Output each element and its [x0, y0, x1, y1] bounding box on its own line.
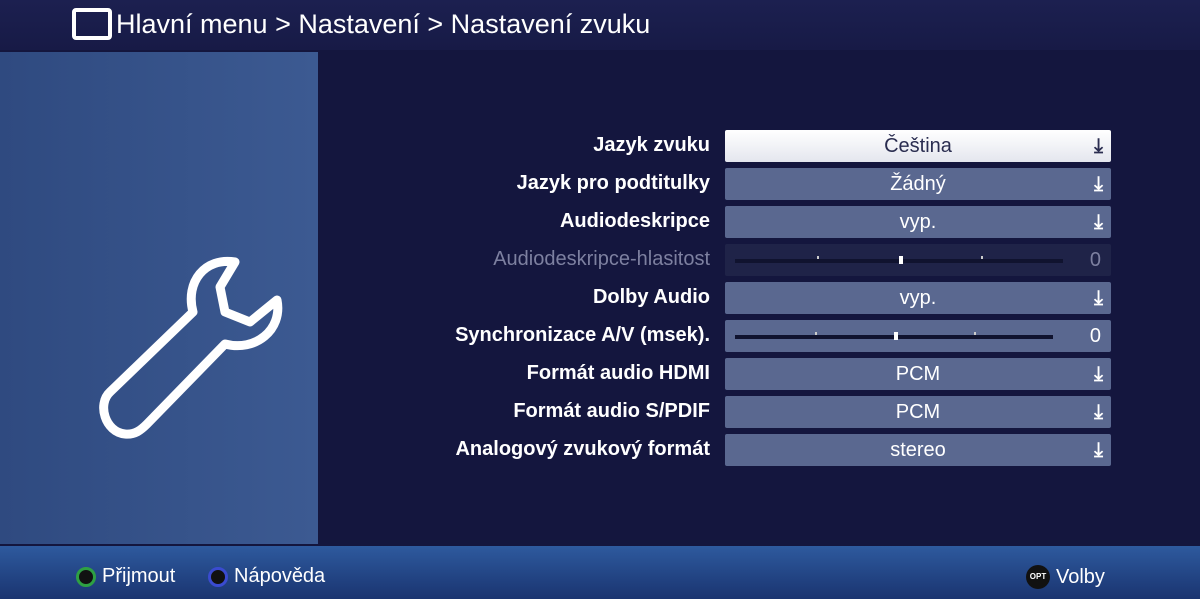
setting-value: stereo	[890, 439, 946, 461]
setting-value: vyp.	[899, 287, 937, 309]
setting-row[interactable]: Jazyk pro podtitulky Žádný ⤓	[318, 168, 1200, 200]
setting-label: Audiodeskripce	[559, 210, 710, 232]
download-arrow-icon: ⤓	[1094, 287, 1103, 309]
footer: Přijmout Nápověda OPT Volby	[0, 546, 1200, 599]
setting-dropdown[interactable]: stereo ⤓	[725, 434, 1111, 466]
tv-icon	[70, 6, 112, 42]
slider-value: 0	[1089, 325, 1101, 347]
setting-row[interactable]: Formát audio HDMI PCM ⤓	[318, 358, 1200, 390]
download-arrow-icon: ⤓	[1094, 135, 1103, 157]
setting-value: Žádný	[890, 173, 946, 195]
slider-tick	[981, 256, 983, 259]
setting-row[interactable]: Audiodeskripce vyp. ⤓	[318, 206, 1200, 238]
slider-tick	[814, 332, 817, 335]
green-button-icon	[76, 566, 96, 587]
slider-tick	[973, 332, 976, 335]
accept-label: Přijmout	[102, 565, 176, 587]
setting-value: vyp.	[899, 211, 937, 233]
accept-button[interactable]: Přijmout	[76, 565, 175, 588]
slider-track	[735, 256, 1063, 264]
setting-label: Audiodeskripce-hlasitost	[493, 248, 710, 270]
blue-button-icon	[208, 566, 228, 587]
options-label: Volby	[1056, 565, 1105, 588]
download-arrow-icon: ⤓	[1094, 363, 1103, 385]
setting-row[interactable]: Synchronizace A/V (msek). 0	[318, 320, 1200, 352]
setting-dropdown[interactable]: PCM ⤓	[725, 358, 1111, 390]
setting-row[interactable]: Audiodeskripce-hlasitost 0	[318, 244, 1200, 276]
setting-row[interactable]: Jazyk zvuku Čeština ⤓	[318, 130, 1200, 162]
help-label: Nápověda	[234, 565, 326, 587]
help-button[interactable]: Nápověda	[208, 565, 325, 588]
wrench-icon	[99, 256, 283, 439]
setting-value: PCM	[895, 363, 941, 385]
slider-tick	[817, 256, 819, 259]
slider-thumb[interactable]	[894, 332, 898, 340]
setting-row[interactable]: Analogový zvukový formát stereo ⤓	[318, 434, 1200, 466]
download-arrow-icon: ⤓	[1094, 401, 1103, 423]
setting-dropdown[interactable]: Čeština ⤓	[725, 130, 1111, 162]
slider-value: 0	[1089, 249, 1101, 271]
breadcrumb: Hlavní menu > Nastavení > Nastavení zvuk…	[70, 6, 650, 42]
setting-label: Synchronizace A/V (msek).	[455, 324, 710, 346]
setting-label: Formát audio S/PDIF	[513, 400, 710, 422]
setting-row[interactable]: Dolby Audio vyp. ⤓	[318, 282, 1200, 314]
download-arrow-icon: ⤓	[1094, 173, 1103, 195]
setting-label: Jazyk zvuku	[593, 134, 710, 156]
setting-value: Čeština	[884, 135, 952, 157]
setting-label: Jazyk pro podtitulky	[516, 172, 710, 194]
setting-dropdown[interactable]: PCM ⤓	[725, 396, 1111, 428]
opt-button-icon: OPT	[1026, 565, 1050, 589]
setting-dropdown[interactable]: vyp. ⤓	[725, 206, 1111, 238]
header: Hlavní menu > Nastavení > Nastavení zvuk…	[0, 0, 1200, 50]
slider-track[interactable]	[735, 332, 1053, 340]
setting-label: Formát audio HDMI	[526, 362, 710, 384]
setting-label: Dolby Audio	[592, 286, 710, 308]
setting-value: PCM	[895, 401, 941, 423]
setting-slider[interactable]: 0	[725, 320, 1111, 352]
download-arrow-icon: ⤓	[1094, 439, 1103, 461]
setting-label: Analogový zvukový formát	[455, 438, 710, 460]
setting-row[interactable]: Formát audio S/PDIF PCM ⤓	[318, 396, 1200, 428]
download-arrow-icon: ⤓	[1094, 211, 1103, 233]
options-button[interactable]: OPT Volby	[1026, 565, 1105, 589]
settings-list: Jazyk zvuku Čeština ⤓ Jazyk pro podtitulky Ž…	[318, 52, 1200, 544]
setting-slider: 0	[725, 244, 1111, 276]
setting-dropdown[interactable]: vyp. ⤓	[725, 282, 1111, 314]
sidebar-panel	[0, 52, 318, 544]
breadcrumb-text: Hlavní menu > Nastavení > Nastavení zvuk…	[116, 8, 651, 39]
setting-dropdown[interactable]: Žádný ⤓	[725, 168, 1111, 200]
slider-thumb	[899, 256, 903, 264]
